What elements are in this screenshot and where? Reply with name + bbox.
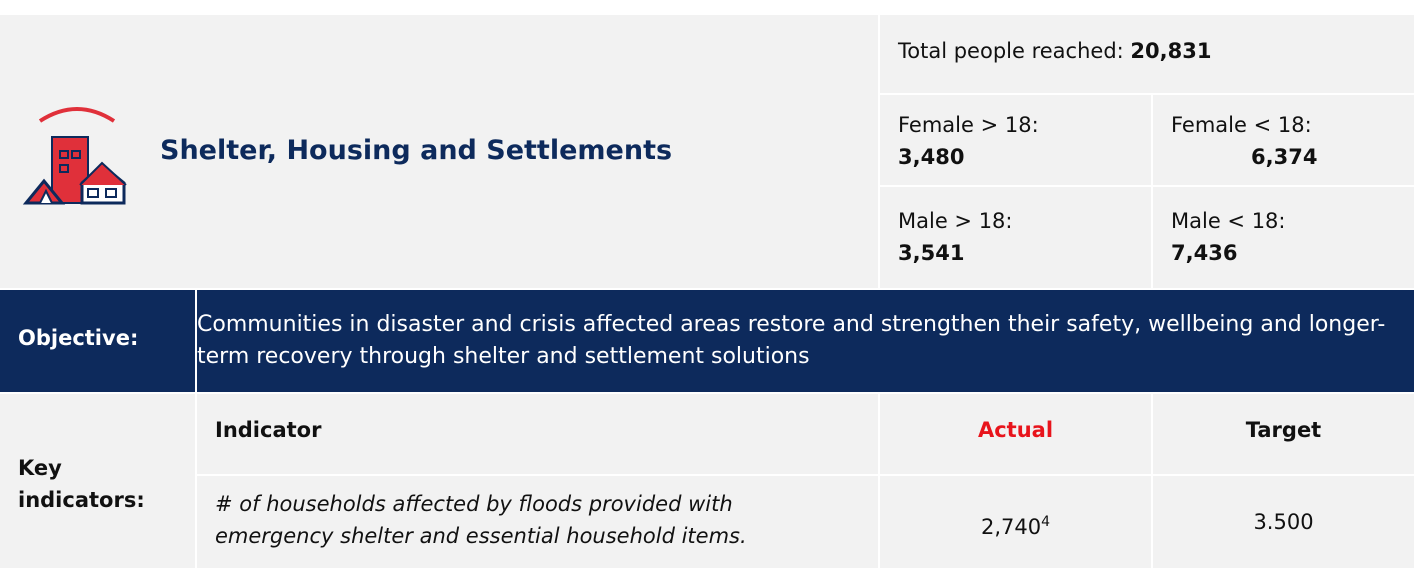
group-label: Female > 18: xyxy=(898,113,1039,137)
group-value: 7,436 xyxy=(1171,241,1238,265)
actual-cell: 2,7404 xyxy=(880,476,1151,568)
objective-text: Communities in disaster and crisis affec… xyxy=(197,312,1386,369)
indicators-label-cell: Key indicators: xyxy=(0,394,195,568)
total-cell: Total people reached: 20,831 xyxy=(880,15,1414,93)
shelter-icon xyxy=(22,107,127,205)
group-cell: Male < 18: 7,436 xyxy=(1153,187,1414,288)
header-cell: Actual xyxy=(880,394,1151,474)
title-panel: Shelter, Housing and Settlements xyxy=(0,15,878,288)
objective-label-cell: Objective: xyxy=(0,290,195,392)
objective-label: Objective: xyxy=(18,326,139,350)
section-title: Shelter, Housing and Settlements xyxy=(160,135,673,166)
group-label: Male < 18: xyxy=(1171,209,1286,233)
indicator-cell: # of households affected by floods provi… xyxy=(197,476,878,568)
indicators-label: Key indicators: xyxy=(18,456,145,512)
footnote-ref: 4 xyxy=(1041,514,1051,530)
indicator-text: # of households affected by floods provi… xyxy=(215,492,747,548)
total-label: Total people reached: xyxy=(898,39,1124,63)
group-label: Female < 18: xyxy=(1171,113,1312,137)
column-header: Indicator xyxy=(215,418,322,442)
group-value: 3,541 xyxy=(898,241,965,265)
column-header: Target xyxy=(1245,418,1322,442)
target-value: 3.500 xyxy=(1253,510,1314,534)
target-cell: 3.500 xyxy=(1153,476,1414,568)
actual-value: 2,740 xyxy=(980,515,1042,539)
header-cell: Target xyxy=(1153,394,1414,474)
header-cell: Indicator xyxy=(197,394,878,474)
group-cell: Female < 18: 6,374 xyxy=(1153,95,1414,185)
objective-text-cell: Communities in disaster and crisis affec… xyxy=(197,290,1414,392)
group-cell: Female > 18: 3,480 xyxy=(880,95,1151,185)
column-header: Actual xyxy=(977,418,1054,442)
group-cell: Male > 18: 3,541 xyxy=(880,187,1151,288)
total-value: 20,831 xyxy=(1130,39,1212,63)
group-value: 3,480 xyxy=(898,145,965,169)
group-value: 6,374 xyxy=(1251,145,1318,169)
group-label: Male > 18: xyxy=(898,209,1013,233)
